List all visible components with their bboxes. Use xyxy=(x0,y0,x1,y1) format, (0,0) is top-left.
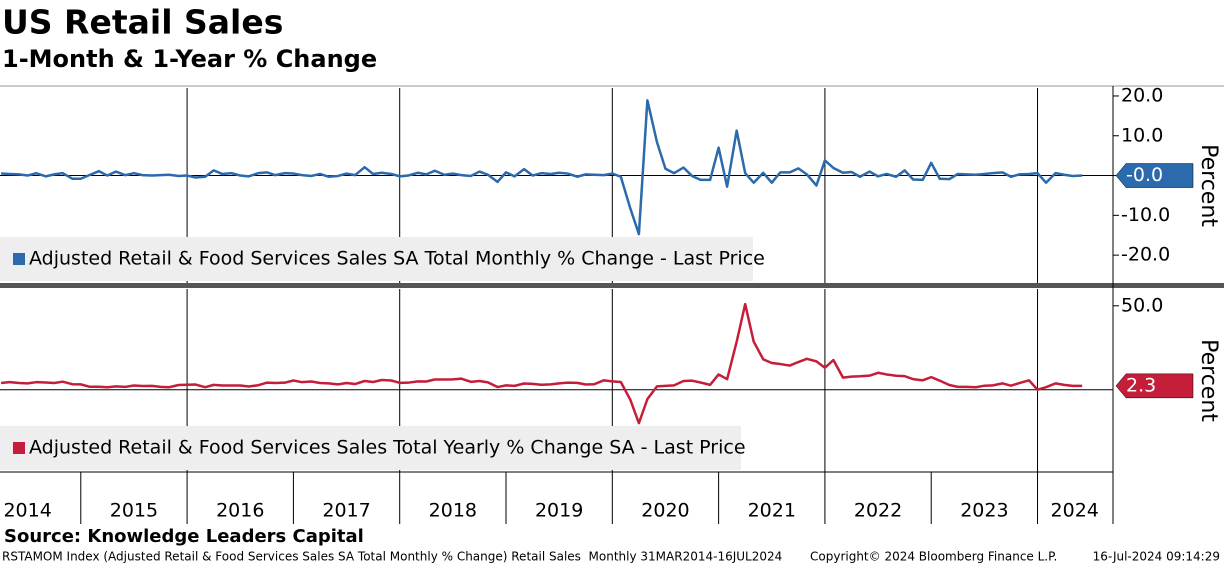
footer-center: Copyright© 2024 Bloomberg Finance L.P. xyxy=(810,550,1057,564)
source: Source: Knowledge Leaders Capital xyxy=(4,526,364,547)
x-tick-label: 2017 xyxy=(322,500,370,522)
x-tick-label: 2020 xyxy=(641,500,689,522)
legend-label: Adjusted Retail & Food Services Sales To… xyxy=(29,437,746,459)
footer-left: RSTAMOM Index (Adjusted Retail & Food Se… xyxy=(2,550,782,564)
panel-divider xyxy=(0,283,1224,288)
x-tick-label: 2015 xyxy=(110,500,158,522)
last-price-tag xyxy=(1115,373,1194,399)
x-tick-label: 2019 xyxy=(535,500,583,522)
legend-label: Adjusted Retail & Food Services Sales SA… xyxy=(29,248,765,270)
y-tick-label: 50.0 xyxy=(1121,294,1163,316)
data-line xyxy=(0,302,1083,425)
last-price-label: -0.0 xyxy=(1126,164,1163,186)
x-tick-label: 2022 xyxy=(854,500,902,522)
legend-swatch xyxy=(13,442,25,454)
y-axis-label: Percent xyxy=(1196,144,1221,227)
legend-box xyxy=(0,237,753,281)
x-tick-label: 2018 xyxy=(429,500,477,522)
last-price-label: 2.3 xyxy=(1126,374,1156,396)
y-tick-label: 10.0 xyxy=(1121,124,1163,146)
chart-subtitle: 1-Month & 1-Year % Change xyxy=(2,45,377,73)
legend-box xyxy=(0,426,741,470)
data-line xyxy=(1,99,1083,236)
x-tick-label: 2021 xyxy=(748,500,796,522)
legend-swatch xyxy=(13,253,25,265)
footer-right: 16-Jul-2024 09:14:29 xyxy=(1093,550,1220,564)
x-tick-label: 2024 xyxy=(1051,500,1099,522)
y-tick-label: 20.0 xyxy=(1121,84,1163,106)
x-tick-label: 2014 xyxy=(3,500,51,522)
y-tick-label: -20.0 xyxy=(1121,244,1170,266)
y-tick-label: -10.0 xyxy=(1121,204,1170,226)
x-tick-label: 2016 xyxy=(216,500,264,522)
last-price-tag xyxy=(1115,163,1194,188)
chart-title: US Retail Sales xyxy=(2,3,283,42)
x-tick-label: 2023 xyxy=(960,500,1008,522)
y-axis-label: Percent xyxy=(1196,339,1221,422)
